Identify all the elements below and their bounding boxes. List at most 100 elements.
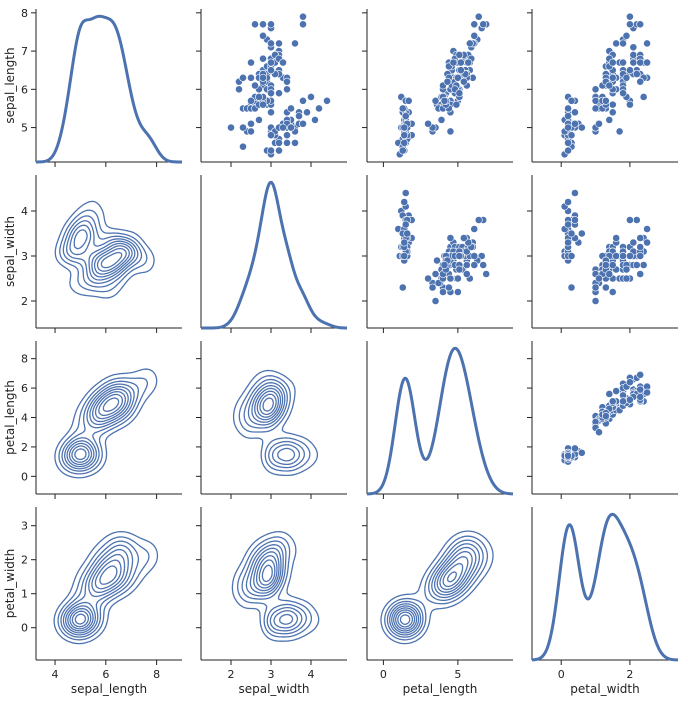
scatter-point [577, 123, 586, 132]
scatter-point [571, 108, 579, 117]
kde-contour [65, 220, 139, 284]
scatter-point [626, 100, 634, 109]
scatter-point [632, 261, 641, 269]
kde-contour [93, 245, 130, 275]
scatter-point [619, 89, 627, 98]
scatter-point [591, 104, 600, 113]
x-tick-label: 4 [308, 668, 315, 681]
kde-contour [231, 530, 320, 642]
scatter-point [267, 146, 275, 155]
scatter-point [636, 77, 645, 86]
scatter-point [626, 12, 634, 21]
scatter-point [323, 96, 331, 105]
x-tick-label: 5 [454, 668, 461, 681]
kde-curve-petal_width [531, 512, 679, 662]
scatter-point [591, 283, 600, 292]
scatter-point [401, 220, 410, 229]
scatter-point [479, 261, 488, 269]
x-tick-label: 6 [102, 668, 109, 681]
kde-contour [245, 544, 303, 632]
scatter-point [295, 112, 303, 120]
kde-contour [241, 540, 307, 635]
scatter-point [267, 66, 275, 75]
scatter-point [446, 234, 455, 242]
scatter-point [456, 58, 465, 67]
y-tick-label: 7 [21, 45, 28, 58]
scatter-point [455, 89, 464, 98]
scatter-point [445, 283, 453, 292]
scatter-point [283, 77, 291, 86]
scatter-point [239, 73, 247, 82]
scatter-point [437, 116, 446, 124]
scatter-point [431, 96, 440, 105]
scatter-point [299, 20, 307, 29]
kde-contour [256, 390, 280, 418]
kde-contour [74, 613, 87, 625]
scatter-point [446, 127, 455, 136]
scatter-point [595, 428, 603, 437]
scatter-point [279, 58, 287, 67]
y-tick-label: 5 [21, 122, 28, 135]
y-tick-label: 2 [21, 295, 28, 308]
y-axis-label-petal_width: petal_width [3, 549, 17, 618]
scatter-point [239, 142, 247, 151]
kde-contour [60, 540, 140, 638]
scatter-point [643, 238, 651, 247]
scatter-point [251, 20, 259, 29]
y-tick-label: 4 [21, 412, 28, 425]
kde-contour [102, 397, 120, 413]
scatter-point [398, 146, 407, 155]
scatter-point [470, 261, 479, 269]
x-tick-label: 2 [228, 668, 235, 681]
kde-contour [253, 551, 294, 625]
kde-contour [69, 559, 122, 630]
scatter-point [629, 43, 638, 52]
scatter-point [612, 252, 621, 260]
scatter-point [431, 297, 440, 305]
scatter-point [470, 31, 479, 40]
scatter-point [283, 131, 291, 140]
y-tick-label: 3 [21, 250, 28, 263]
scatter-point [398, 283, 407, 292]
scatter-point [564, 146, 572, 155]
scatter-point [564, 198, 572, 206]
scatter-point [567, 96, 576, 105]
scatter-point [567, 131, 576, 140]
scatter-point [608, 261, 617, 269]
scatter-point [608, 100, 617, 109]
kde-contour [386, 539, 484, 638]
scatter-point [622, 274, 631, 283]
scatter-point [479, 20, 488, 29]
scatter-point [303, 108, 311, 117]
scatter-point [605, 270, 614, 278]
scatter-point [564, 220, 572, 229]
scatter-point [424, 274, 432, 283]
scatter-point [443, 77, 452, 86]
scatter-point [464, 58, 473, 67]
scatter-point [612, 234, 621, 242]
scatter-point [275, 146, 283, 155]
kde-contour [54, 368, 158, 479]
scatter-point [275, 39, 283, 48]
scatter-point [267, 39, 275, 48]
scatter-point [601, 261, 610, 269]
kde-contour [399, 571, 458, 625]
scatter-point [564, 238, 572, 247]
scatter-point [482, 270, 491, 278]
scatter-point [567, 229, 576, 238]
scatter-point [636, 370, 645, 379]
scatter-point [615, 127, 624, 136]
scatter-point [636, 243, 645, 251]
scatter-point [307, 93, 315, 101]
y-tick-label: 1 [21, 588, 28, 601]
kde-contour [57, 536, 150, 641]
scatter-point [622, 73, 631, 82]
kde-contour [69, 224, 136, 281]
scatter-point [470, 20, 479, 29]
y-tick-label: 0 [21, 622, 28, 635]
scatter-point [595, 119, 603, 128]
scatter-point [267, 58, 275, 67]
scatter-point [235, 85, 243, 94]
x-tick-label: 0 [558, 668, 565, 681]
